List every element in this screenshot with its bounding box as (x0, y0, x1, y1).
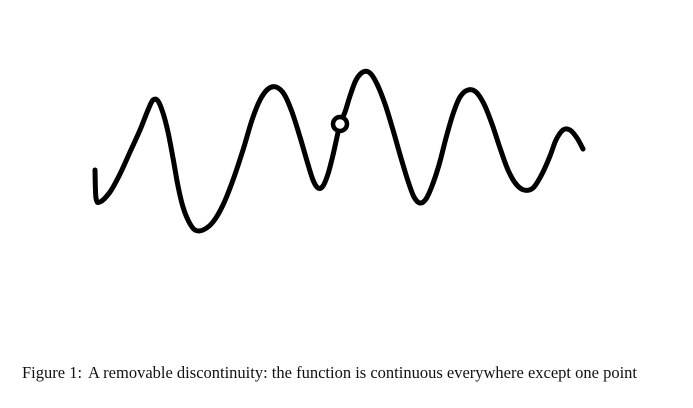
figure-caption: Figure 1: A removable discontinuity: the … (22, 362, 656, 384)
removable-discontinuity-marker (330, 114, 350, 134)
figure-caption-text: A removable discontinuity: the function … (88, 363, 637, 382)
figure-label: Figure 1: (22, 363, 83, 382)
figure-plot (92, 68, 586, 234)
function-curve-plot (92, 68, 586, 234)
function-curve (92, 68, 586, 234)
